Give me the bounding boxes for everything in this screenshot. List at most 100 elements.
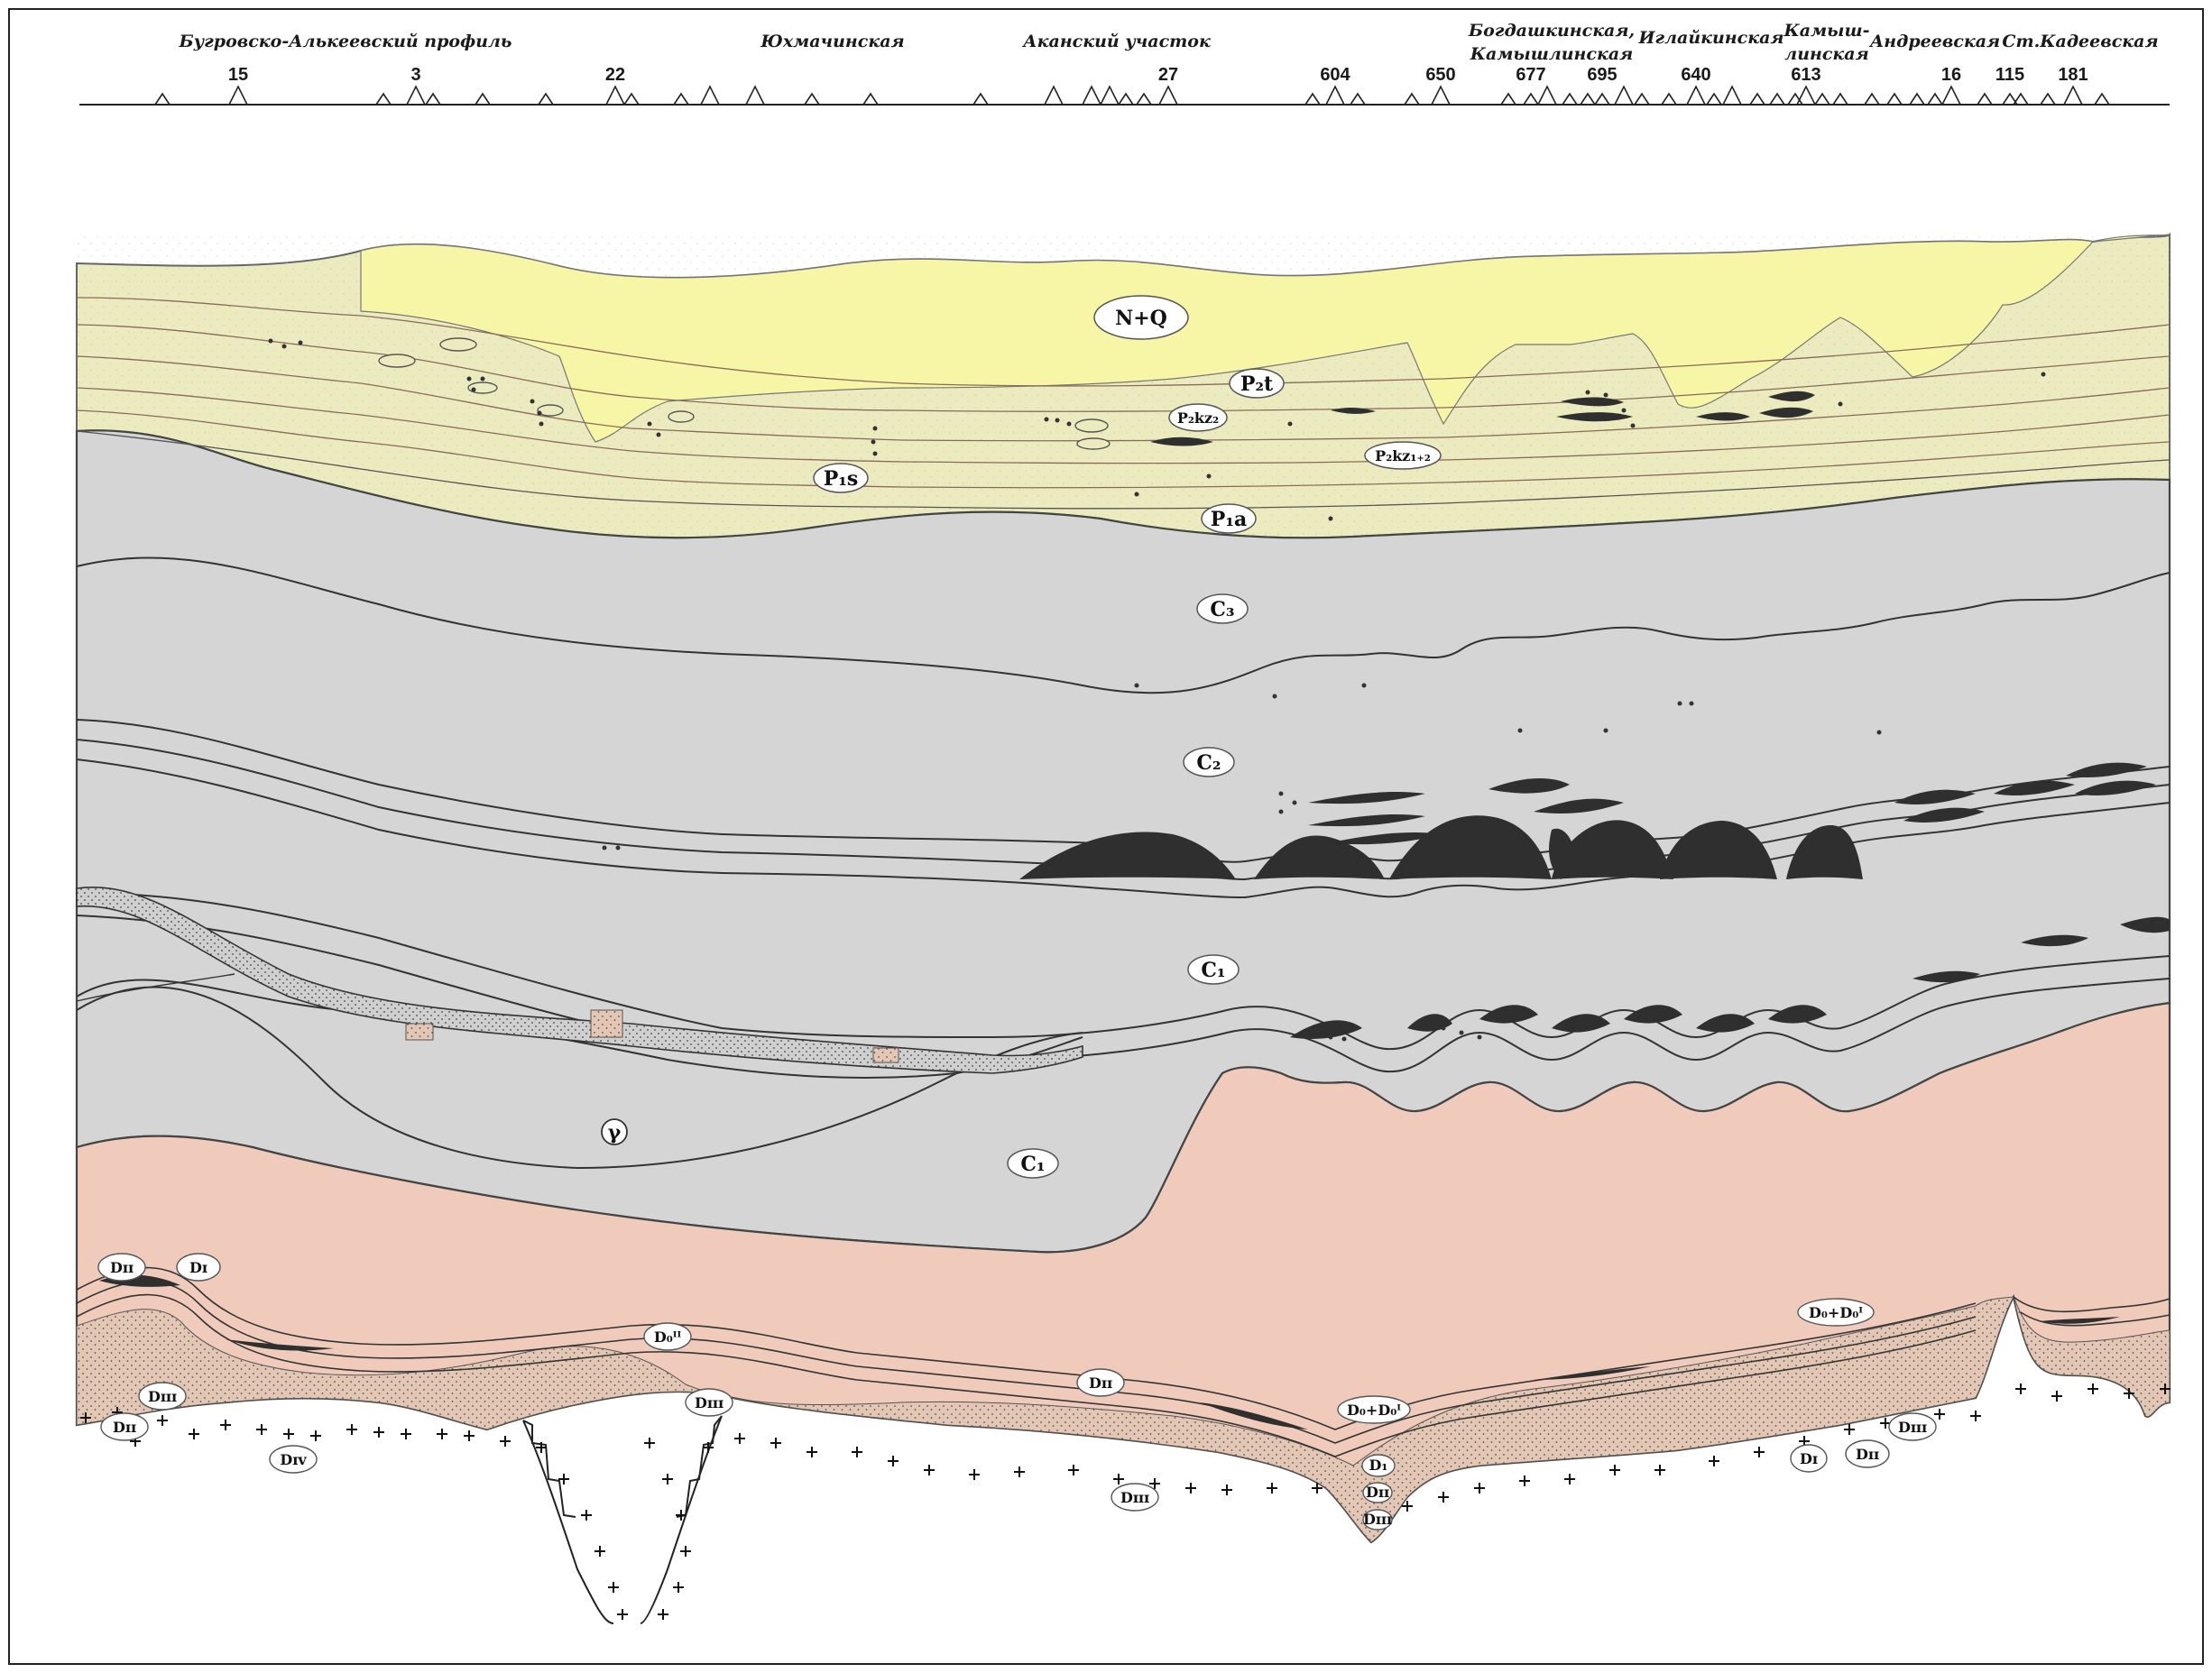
well-marker bbox=[1864, 92, 1880, 106]
section-body: N+Q P₂t P₂kz₂ P₂kz₁₊₂ P₁s P₁a C₃ C₂ C₁ C… bbox=[75, 232, 2171, 1624]
basement-plus-sign bbox=[1014, 1466, 1025, 1477]
basal-sandstone-band bbox=[76, 1295, 2171, 1543]
basement-plus-sign bbox=[608, 1582, 619, 1593]
well-marker bbox=[228, 85, 248, 106]
well-marker bbox=[1044, 85, 1064, 106]
well-marker bbox=[1158, 85, 1178, 106]
well-number: 115 bbox=[1995, 65, 2024, 85]
basement-plus-sign bbox=[157, 1415, 168, 1426]
basement-plus-sign bbox=[220, 1420, 231, 1430]
well-marker bbox=[1769, 92, 1785, 106]
well-marker bbox=[1634, 92, 1650, 106]
label-devonian: Dɪ bbox=[1800, 1450, 1818, 1467]
basement-plus-sign bbox=[1474, 1483, 1485, 1494]
well-marker bbox=[1562, 92, 1578, 106]
basement-plus-sign bbox=[1609, 1465, 1620, 1475]
basement-plus-sign bbox=[2124, 1388, 2134, 1399]
devonian-labels: Dɪɪ Dɪ Dɪɪɪ Dɪɪ Dɪᴠ D₀ᴵᴵ Dɪɪɪ Dɪɪ Dɪɪɪ D… bbox=[97, 1253, 1937, 1531]
basement-plus-sign bbox=[1312, 1483, 1323, 1494]
basement-plus-sign bbox=[852, 1447, 862, 1457]
well-marker bbox=[2013, 92, 2029, 106]
basement-plus-sign bbox=[401, 1429, 411, 1439]
well-marker bbox=[1749, 92, 1765, 106]
well-marker bbox=[1977, 92, 1993, 106]
basement-plus-sign bbox=[1438, 1492, 1449, 1503]
well-marker bbox=[1927, 92, 1943, 106]
well-marker bbox=[1832, 92, 1848, 106]
formation-labels: N+Q P₂t P₂kz₂ P₂kz₁₊₂ P₁s P₁a C₃ C₂ C₁ C… bbox=[601, 295, 1442, 1179]
well-number: 15 bbox=[228, 65, 248, 85]
basement-plus-sign bbox=[680, 1546, 691, 1557]
label-devonian: Dɪɪɪ bbox=[1120, 1489, 1149, 1506]
basement-plus-sign bbox=[464, 1430, 475, 1441]
basement-intrusion bbox=[522, 1415, 723, 1624]
label-c1-lower: C₁ bbox=[1020, 1153, 1045, 1176]
basement-plus-sign bbox=[310, 1430, 321, 1441]
basement-plus-sign bbox=[2015, 1383, 2026, 1394]
well-marker bbox=[475, 92, 491, 106]
basement-plus-sign bbox=[2051, 1391, 2062, 1402]
basement-plus-sign bbox=[806, 1447, 817, 1457]
well-marker bbox=[605, 85, 625, 106]
label-nq: N+Q bbox=[1115, 307, 1167, 330]
well-marker bbox=[700, 85, 720, 106]
basement-plus-sign bbox=[673, 1582, 684, 1593]
basement-plus-sign bbox=[1068, 1465, 1079, 1475]
well-number: 16 bbox=[1941, 65, 1961, 85]
basement-plus-sign bbox=[1221, 1485, 1232, 1495]
well-marker bbox=[1082, 85, 1101, 106]
well-marker bbox=[1722, 85, 1742, 106]
label-gamma: γ bbox=[608, 1121, 622, 1144]
well-number: 604 bbox=[1320, 65, 1350, 85]
basement-plus-sign bbox=[703, 1442, 714, 1453]
sandstone-lens-band bbox=[76, 887, 1083, 1074]
well-marker bbox=[1431, 85, 1451, 106]
label-devonian: Dɪɪ bbox=[1856, 1446, 1879, 1463]
basement-plus-sign bbox=[594, 1546, 605, 1557]
site-label-st-kadeevskaya: Ст.Кадеевская bbox=[2002, 32, 2158, 51]
page-frame bbox=[8, 8, 2204, 1665]
label-devonian: Dɪɪɪ bbox=[695, 1394, 724, 1411]
basement-plus-sign bbox=[1519, 1475, 1530, 1486]
well-marker bbox=[1706, 92, 1722, 106]
well-marker bbox=[154, 92, 171, 106]
label-devonian: Dɪɪ bbox=[110, 1259, 134, 1276]
basement-plus-sign bbox=[888, 1456, 899, 1466]
label-devonian: Dɪɪ bbox=[113, 1419, 136, 1436]
well-marker bbox=[1304, 92, 1321, 106]
well-marker bbox=[1614, 85, 1634, 106]
label-p2kz2: P₂kz₂ bbox=[1177, 409, 1219, 427]
label-c2: C₂ bbox=[1196, 751, 1221, 775]
label-devonian: Dɪᴠ bbox=[280, 1451, 307, 1468]
basement-plus-sign bbox=[676, 1510, 687, 1521]
label-devonian: Dɪɪɪ bbox=[148, 1388, 177, 1405]
label-devonian: D₀ᴵᴵ bbox=[654, 1328, 682, 1346]
well-marker bbox=[1580, 92, 1596, 106]
label-devonian: Dɪɪɪ bbox=[1363, 1511, 1392, 1528]
well-number: 613 bbox=[1791, 65, 1820, 85]
basement-plus-sign bbox=[1267, 1483, 1277, 1494]
basement-plus-sign bbox=[189, 1429, 199, 1439]
well-marker bbox=[1404, 92, 1420, 106]
site-label-iglaykinskaya: Иглайкинская bbox=[1637, 28, 1783, 48]
permian-interfaces bbox=[76, 297, 2171, 510]
basement-plus-sign bbox=[658, 1609, 668, 1620]
sandstone-patches bbox=[405, 1009, 899, 1063]
basement-plus-sign bbox=[500, 1436, 511, 1447]
well-marker bbox=[2040, 92, 2056, 106]
basement-plus-sign bbox=[346, 1424, 357, 1435]
basement-plus-sign bbox=[283, 1429, 294, 1439]
label-devonian: D₀+D₀ᴵ bbox=[1347, 1402, 1401, 1419]
site-label-kamyshlinskaya: Камышлинская bbox=[1470, 44, 1634, 64]
well-marker bbox=[1796, 85, 1816, 106]
site-label-kamysh-1: Камыш- bbox=[1783, 21, 1870, 41]
well-marker bbox=[1523, 92, 1539, 106]
well-marker bbox=[1594, 92, 1610, 106]
label-c1-upper: C₁ bbox=[1201, 959, 1225, 982]
well-number: 27 bbox=[1158, 65, 1178, 85]
permian-bitumen-lenses bbox=[1150, 391, 1815, 446]
basement-plus-sign bbox=[734, 1433, 745, 1444]
well-marker bbox=[1941, 85, 1961, 106]
basement-plus-sign bbox=[1709, 1456, 1719, 1466]
basement-plus-sign bbox=[1185, 1483, 1196, 1494]
